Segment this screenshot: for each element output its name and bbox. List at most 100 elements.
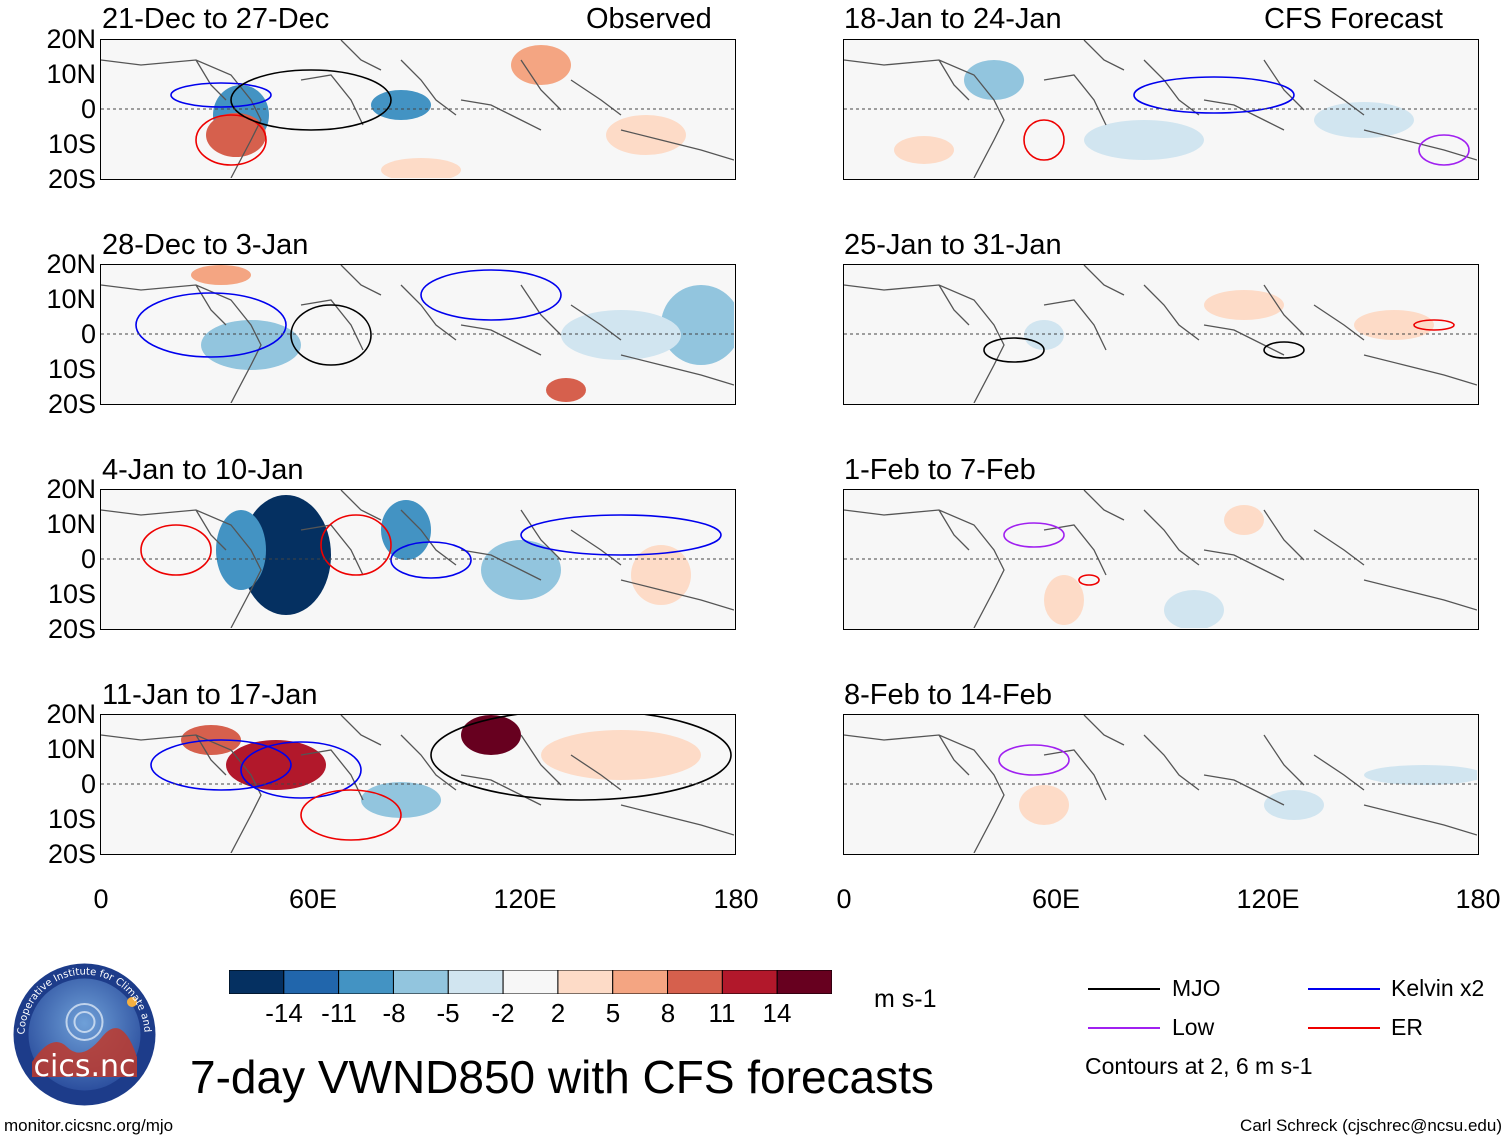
coastline [844,265,1477,403]
anomaly-shading [1354,310,1434,340]
anomaly-shading [541,730,701,780]
anomaly-shading [461,715,521,755]
lat-tick-label: 0 [80,769,96,799]
observed-map-3 [100,489,736,630]
anomaly-shading [1044,575,1084,625]
main-title: 7-day VWND850 with CFS forecasts [190,1051,934,1103]
lat-tick-label: 0 [80,544,96,574]
lon-tick-label: 60E [1031,884,1081,914]
lat-tick-label: 10N [46,509,96,539]
legend-label-er: ER [1391,1014,1423,1040]
observed-map-2 [100,264,736,405]
map-canvas [844,40,1477,178]
anomaly-shading [561,310,681,360]
map-canvas [844,715,1477,853]
anomaly-shading [1224,505,1264,535]
colorbar-swatch [612,969,669,995]
anomaly-shading [191,265,251,285]
legend-line-er [1308,1027,1380,1029]
lat-tick-label: 20S [47,164,96,194]
anomaly-shading [1314,102,1414,138]
anomaly-shading [1264,790,1324,820]
wave-contour [140,524,212,576]
panel-period-title: 8-Feb to 14-Feb [844,679,1052,711]
anomaly-shading [216,510,266,590]
anomaly-shading [894,136,954,164]
anomaly-shading [226,740,326,790]
anomaly-shading [1019,785,1069,825]
lat-tick-label: 0 [80,94,96,124]
colorbar-swatches [228,969,833,995]
wave-contour [240,741,362,799]
colorbar-tick-label: -8 [382,998,406,1028]
anomaly-shading [606,115,686,155]
wave-contour [150,739,292,791]
anomaly-shading [1024,320,1064,350]
anomaly-shading [206,113,266,157]
anomaly-shading [361,782,441,818]
lat-tick-label: 20N [46,249,96,279]
wave-contour [1263,341,1305,359]
cfs-forecast-label: CFS Forecast [1264,3,1443,35]
lat-tick-label: 0 [80,319,96,349]
panel-period-title: 21-Dec to 27-Dec [102,3,330,35]
colorbar-units: m s-1 [874,985,937,1013]
wave-contour [300,789,402,841]
wave-contour [1023,119,1065,161]
colorbar-swatch [392,969,449,995]
coastline [844,715,1477,853]
wave-contour [430,715,732,801]
wave-contour [1413,319,1455,331]
panel-period-title: 25-Jan to 31-Jan [844,229,1062,261]
panel-period-title: 28-Dec to 3-Jan [102,229,309,261]
legend-line-mjo [1088,988,1160,990]
coastline [101,490,734,628]
colorbar-tick-label: -14 [265,998,303,1028]
anomaly-shading [381,158,461,178]
colorbar-swatch [502,969,559,995]
panel-period-title: 18-Jan to 24-Jan [844,3,1062,35]
colorbar-tick-label: -5 [436,998,460,1028]
colorbar-swatch [447,969,504,995]
wave-contour [390,541,472,579]
colorbar-swatch [721,969,778,995]
panel-period-title: 1-Feb to 7-Feb [844,454,1036,486]
lon-tick-label: 0 [836,884,852,914]
map-canvas [101,715,734,853]
forecast-map-3 [843,489,1479,630]
panel-period-title: 4-Jan to 10-Jan [102,454,304,486]
lon-tick-label: 180 [1455,884,1501,914]
anomaly-shading [631,545,691,605]
anomaly-shading [241,495,331,615]
anomaly-shading [964,60,1024,100]
colorbar-tick-label: 2 [550,998,566,1028]
map-canvas [101,265,734,403]
footer-url: monitor.cicsnc.org/mjo [4,1116,174,1135]
colorbar-tick-label: 8 [660,998,676,1028]
lon-tick-label: 60E [288,884,338,914]
footer-credit: Carl Schreck (cjschrec@ncsu.edu) [1240,1116,1502,1135]
map-canvas [101,490,734,628]
lat-tick-label: 10N [46,59,96,89]
observed-label: Observed [586,3,712,35]
colorbar-tick-label: 14 [762,998,792,1028]
wave-contour [1418,134,1470,166]
forecast-map-1 [843,39,1479,180]
wave-contour [195,114,267,166]
lon-tick-label: 120E [1236,884,1300,914]
colorbar-swatch [338,969,394,995]
anomaly-shading [1364,765,1477,785]
coastline [844,40,1477,178]
panel-period-title: 11-Jan to 17-Jan [102,679,318,711]
anomaly-shading [371,90,431,120]
map-canvas [844,490,1477,628]
colorbar-tick-label: -11 [321,998,357,1028]
wave-contour [230,69,392,131]
anomaly-shading [511,45,571,85]
lon-tick-label: 0 [93,884,109,914]
colorbar-tick-label: 11 [708,998,736,1028]
anomaly-shading [546,378,586,402]
lon-tick-label: 120E [493,884,557,914]
lat-tick-label: 10S [47,354,96,384]
colorbar-swatch [776,969,833,995]
